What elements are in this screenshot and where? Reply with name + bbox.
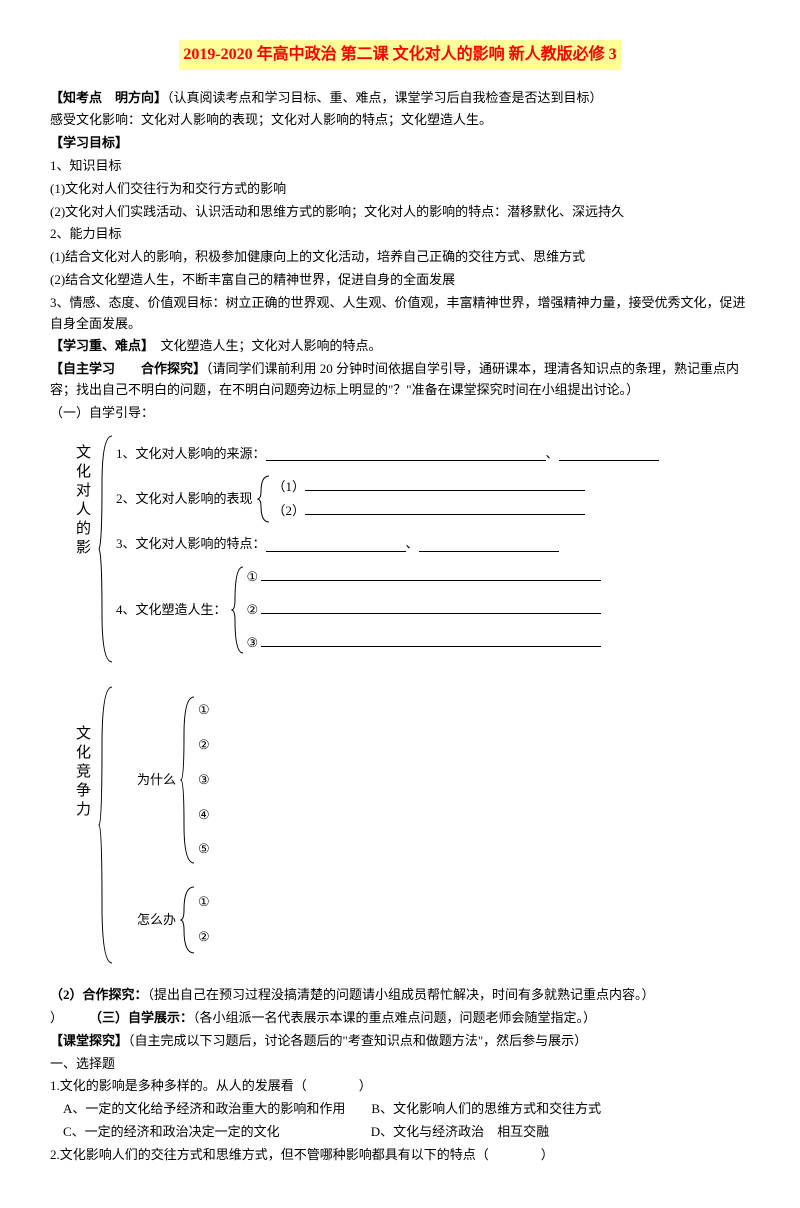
num: ① xyxy=(247,567,261,588)
s5-p2-label: （2）合作探究： xyxy=(50,987,148,1002)
outline1-row4: 4、文化塑造人生： ① ② ③ xyxy=(116,565,750,655)
outline1-row1: 1、文化对人影响的来源： 、 xyxy=(116,444,750,465)
how-2: ② xyxy=(198,927,212,948)
brace-icon xyxy=(98,434,116,664)
blank xyxy=(305,477,585,491)
label: （1） xyxy=(273,479,306,494)
why-items: ① ② ③ ④ ⑤ xyxy=(198,700,212,860)
o1-r2-items: （1） （2） xyxy=(273,477,586,523)
o1-c2: ② xyxy=(247,600,601,621)
q1: 1.文化的影响是多种多样的。从人的发展看（ ） xyxy=(50,1076,750,1097)
s3-heading: 【学习重、难点】 xyxy=(50,338,148,353)
closing-paren: ） xyxy=(50,1010,96,1025)
s2-k1b: (2)文化对人们实践活动、认识活动和思维方式的影响；文化对人的影响的特点：潜移默… xyxy=(50,202,750,223)
o1-r2a: （1） xyxy=(273,477,586,498)
blank xyxy=(305,501,585,515)
section-4: 【自主学习 合作探究】（请同学们课前利用 20 分钟时间依据自学引导，通研课本，… xyxy=(50,359,750,401)
how-block: 怎么办 ① ② xyxy=(116,885,750,955)
o1-c1: ① xyxy=(247,567,601,588)
blank xyxy=(419,538,559,552)
o1-r4-items: ① ② ③ xyxy=(247,567,601,653)
brace-icon xyxy=(180,695,198,865)
why-2: ② xyxy=(198,735,212,756)
o1-r3: 3、文化对人影响的特点： xyxy=(116,534,266,555)
s2-k2: 2、能力目标 xyxy=(50,224,750,245)
s6-sub: 一、选择题 xyxy=(50,1054,750,1075)
outline1-content: 1、文化对人影响的来源： 、 2、文化对人影响的表现 （1） （2） 3、文化对… xyxy=(116,434,750,666)
s4-sub1: （一）自学引导： xyxy=(50,403,750,424)
s5-p2-note: （提出自己在预习过程没搞清楚的问题请小组成员帮忙解决，时间有多就熟记重点内容。） xyxy=(148,987,655,1002)
outline2-content: 为什么 ① ② ③ ④ ⑤ 怎么办 ① ② xyxy=(116,685,750,965)
q2: 2.文化影响人们的交往方式和思维方式，但不管哪种影响都具有以下的特点（ ） xyxy=(50,1145,750,1166)
how-label: 怎么办 xyxy=(116,910,180,931)
o1-r2b: （2） xyxy=(273,501,586,522)
q1d: D、文化与经济政治 相互交融 xyxy=(371,1124,549,1139)
why-4: ④ xyxy=(198,805,212,826)
s1-note: （认真阅读考点和学习目标、重、难点，课堂学习后自我检查是否达到目标） xyxy=(167,90,603,105)
s6-heading: 【课堂探究】 xyxy=(50,1033,128,1048)
brace-icon xyxy=(231,565,247,655)
outline1-row2: 2、文化对人影响的表现 （1） （2） xyxy=(116,474,750,524)
num: ② xyxy=(247,600,261,621)
s1-line: 感受文化影响：文化对人影响的表现；文化对人影响的特点；文化塑造人生。 xyxy=(50,110,750,131)
why-1: ① xyxy=(198,700,212,721)
outline-2: 文化竞争力 为什么 ① ② ③ ④ ⑤ 怎么办 ① ② xyxy=(70,685,750,965)
o1-r1: 1、文化对人影响的来源： xyxy=(116,444,266,465)
o1-c3: ③ xyxy=(247,633,601,654)
title-wrap: 2019-2020 年高中政治 第二课 文化对人的影响 新人教版必修 3 xyxy=(50,40,750,80)
o1-r2: 2、文化对人影响的表现 xyxy=(116,489,253,510)
o1-r4: 4、文化塑造人生： xyxy=(116,600,227,621)
blank xyxy=(261,567,601,581)
label: （2） xyxy=(273,503,306,518)
q1-options-cd: C、一定的经济和政治决定一定的文化 D、文化与经济政治 相互交融 xyxy=(50,1122,750,1143)
s4-heading: 【自主学习 合作探究】 xyxy=(50,361,206,376)
section-3: 【学习重、难点】 文化塑造人生；文化对人影响的特点。 xyxy=(50,336,750,357)
s5-p3: ） （三）自学展示：（各小组派一名代表展示本课的重点难点问题，问题老师会随堂指定… xyxy=(50,1008,750,1029)
s1-heading: 【知考点 明方向】 xyxy=(50,90,167,105)
q1b: B、文化影响人们的思维方式和交往方式 xyxy=(371,1101,601,1116)
brace-icon xyxy=(180,885,198,955)
how-items: ① ② xyxy=(198,892,212,948)
q1-options-ab: A、一定的文化给予经济和政治重大的影响和作用 B、文化影响人们的思维方式和交往方… xyxy=(50,1099,750,1120)
s2-k1: 1、知识目标 xyxy=(50,156,750,177)
why-3: ③ xyxy=(198,770,212,791)
o1-r1sep: 、 xyxy=(546,444,559,465)
blank xyxy=(261,633,601,647)
o1-r3sep: 、 xyxy=(406,534,419,555)
why-block: 为什么 ① ② ③ ④ ⑤ xyxy=(116,695,750,865)
q1c: C、一定的经济和政治决定一定的文化 xyxy=(63,1124,280,1139)
outline1-vlabel: 文化对人的影 xyxy=(70,434,98,666)
s2-k1a: (1)文化对人们交往行为和交行方式的影响 xyxy=(50,179,750,200)
blank xyxy=(559,447,659,461)
s5-p3-note: （各小组派一名代表展示本课的重点难点问题，问题老师会随堂指定。） xyxy=(193,1010,596,1025)
outline1-row3: 3、文化对人影响的特点： 、 xyxy=(116,534,750,555)
why-label: 为什么 xyxy=(116,770,180,791)
s5-p2: （2）合作探究：（提出自己在预习过程没搞清楚的问题请小组成员帮忙解决，时间有多就… xyxy=(50,985,750,1006)
s6-note: （自主完成以下习题后，讨论各题后的"考查知识点和做题方法"，然后参与展示） xyxy=(128,1033,587,1048)
section-6: 【课堂探究】（自主完成以下习题后，讨论各题后的"考查知识点和做题方法"，然后参与… xyxy=(50,1031,750,1052)
num: ③ xyxy=(247,633,261,654)
s2-k2b: (2)结合文化塑造人生，不断丰富自己的精神世界，促进自身的全面发展 xyxy=(50,270,750,291)
s2-heading: 【学习目标】 xyxy=(50,133,750,154)
blank xyxy=(266,538,406,552)
outline-1: 文化对人的影 1、文化对人影响的来源： 、 2、文化对人影响的表现 （1） （2… xyxy=(70,434,750,666)
why-5: ⑤ xyxy=(198,839,212,860)
blank xyxy=(266,447,546,461)
outline2-vlabel: 文化竞争力 xyxy=(70,685,98,965)
section-1: 【知考点 明方向】（认真阅读考点和学习目标、重、难点，课堂学习后自我检查是否达到… xyxy=(50,88,750,109)
q1a: A、一定的文化给予经济和政治重大的影响和作用 xyxy=(63,1101,345,1116)
how-1: ① xyxy=(198,892,212,913)
brace-icon xyxy=(257,474,273,524)
blank xyxy=(261,600,601,614)
s2-k3: 3、情感、态度、价值观目标：树立正确的世界观、人生观、价值观，丰富精神世界，增强… xyxy=(50,293,750,335)
page-title: 2019-2020 年高中政治 第二课 文化对人的影响 新人教版必修 3 xyxy=(179,40,620,70)
s5-p3-label: （三）自学展示： xyxy=(96,1010,194,1025)
s3-text: 文化塑造人生；文化对人影响的特点。 xyxy=(148,338,382,353)
s2-k2a: (1)结合文化对人的影响，积极参加健康向上的文化活动，培养自己正确的交往方式、思… xyxy=(50,247,750,268)
brace-icon xyxy=(98,685,116,965)
